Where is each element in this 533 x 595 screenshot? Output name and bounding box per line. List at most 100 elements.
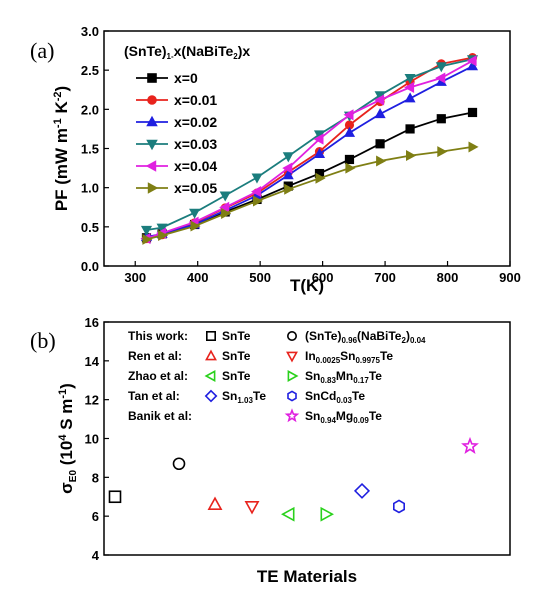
data-point-x=0.05 — [221, 207, 232, 220]
data-point-x=0.05 — [376, 155, 387, 167]
y-tick-label: 8 — [92, 470, 99, 485]
scatter-point-hexagon — [392, 499, 406, 514]
series-line-x=0.05 — [146, 146, 473, 241]
data-point-x=0.04 — [404, 81, 415, 93]
legend-author: Banik et al: — [128, 409, 192, 423]
x-tick-label: 400 — [187, 270, 209, 285]
data-point-x=0.05 — [405, 150, 417, 162]
data-point-x=0.04 — [343, 109, 354, 121]
data-point-x=0.02 — [343, 126, 356, 137]
panel-label-b: (b) — [30, 328, 56, 353]
plot-b: 4 6 8 10 12 14 16 TE Materials σE0 (104 S m-1) Th… — [57, 315, 511, 586]
legend-marker-x=0.04 — [145, 160, 157, 172]
x-tick-label: 600 — [312, 270, 334, 285]
series-line-x=0.04 — [146, 60, 473, 240]
series-line-x=0.03 — [146, 58, 473, 231]
legend-label-x=0: x=0 — [174, 70, 198, 86]
y-tick-label: 16 — [85, 315, 99, 330]
data-point-x=0.04 — [251, 186, 262, 198]
legend-marker-x=0 — [147, 73, 157, 83]
y-tick-label: 2.0 — [81, 102, 99, 117]
data-point-x=0.05 — [468, 141, 479, 153]
y-tick-label: 10 — [85, 432, 99, 447]
legend-label-x=0.03: x=0.03 — [174, 136, 217, 152]
data-point-x=0.05 — [190, 220, 201, 232]
data-point-x=0.04 — [466, 55, 477, 67]
scatter-point-star — [461, 436, 479, 454]
y-tick-label: 6 — [92, 509, 99, 524]
y-tick-label: 1.0 — [81, 181, 99, 196]
y-tick-label: 1.5 — [81, 142, 99, 157]
y-tick-label: 3.0 — [81, 24, 99, 39]
legend-label-x=0.04: x=0.04 — [174, 158, 217, 174]
data-point-x=0.05 — [253, 195, 264, 207]
legend-author: This work: — [128, 329, 188, 343]
panel-label-a: (a) — [30, 38, 54, 63]
legend-item-label: SnTe — [222, 369, 251, 383]
data-point-x=0.02 — [313, 147, 326, 158]
legend-title: (SnTe)1-x(NaBiTe2)x — [124, 43, 250, 61]
data-point-x=0.02 — [374, 108, 386, 119]
legend-marker-triangle-left — [204, 370, 216, 382]
data-point-x=0 — [344, 154, 355, 165]
data-point-x=0 — [436, 114, 446, 124]
data-point-x=0.03 — [189, 208, 201, 219]
series-line-x=0.02 — [146, 65, 473, 238]
legend-marker-x=0.02 — [146, 115, 158, 127]
legend-marker-circle — [286, 330, 297, 341]
legend-item-label: SnCd0.03Te — [305, 389, 365, 405]
x-axis-title: T(K) — [290, 276, 324, 295]
data-point-x=0.03 — [282, 152, 294, 163]
legend-item-label: SnTe — [222, 349, 251, 363]
data-point-x=0.04 — [313, 133, 324, 145]
scatter-point-circle — [172, 457, 186, 471]
y-axis-title: PF (mW m-1 K-2) — [52, 86, 71, 211]
data-point-x=0.05 — [437, 146, 448, 158]
data-point-x=0.05 — [345, 162, 356, 174]
y-tick-label: 0.5 — [81, 220, 99, 235]
legend-author: Tan et al: — [128, 389, 180, 403]
data-point-x=0.05 — [142, 233, 153, 245]
plot-a: 300 400 500 600 700 800 900 0.0 0.5 1.0 1.5 2.0 2.5 3… — [52, 24, 521, 295]
data-point-x=0.05 — [158, 229, 169, 241]
data-point-x=0 — [467, 107, 478, 118]
scatter-point-triangle-left — [281, 506, 295, 522]
data-point-x=0.04 — [435, 72, 446, 84]
legend-marker-triangle-right — [287, 370, 299, 382]
data-point-x=0.05 — [315, 172, 326, 184]
x-tick-label: 300 — [124, 270, 146, 285]
legend-label-x=0.01: x=0.01 — [174, 92, 217, 108]
legend-label-x=0.05: x=0.05 — [174, 180, 217, 196]
x-axis-title: TE Materials — [257, 567, 357, 586]
legend-item-label: Sn0.94Mg0.09Te — [305, 409, 382, 425]
data-point-x=0.03 — [140, 225, 153, 236]
x-tick-label: 800 — [437, 270, 459, 285]
legend-marker-triangle-up — [205, 349, 217, 361]
data-point-x=0.03 — [156, 223, 168, 234]
legend-marker-square — [206, 330, 217, 341]
data-point-x=0.03 — [404, 74, 416, 85]
legend-marker-x=0.05 — [147, 182, 159, 194]
scatter-point-diamond — [353, 482, 371, 499]
data-point-x=0.02 — [466, 60, 479, 71]
legend-marker-hexagon — [287, 390, 297, 402]
legend-marker-star — [284, 408, 300, 423]
legend-item-label: Sn1.03Te — [222, 389, 266, 405]
y-tick-label: 14 — [85, 354, 100, 369]
legend-label-x=0.02: x=0.02 — [174, 114, 217, 130]
data-point-x=0.05 — [284, 183, 295, 195]
data-point-x=0 — [405, 124, 415, 134]
y-tick-label: 12 — [85, 393, 99, 408]
legend-item-label: Sn0.83Mn0.17Te — [305, 369, 382, 385]
x-tick-label: 500 — [249, 270, 271, 285]
x-tick-label: 900 — [499, 270, 521, 285]
data-point-x=0.02 — [404, 92, 416, 103]
data-point-x=0.04 — [219, 201, 230, 213]
data-point-x=0.02 — [282, 169, 294, 180]
legend-item-label: SnTe — [222, 329, 251, 343]
legend-marker-x=0.03 — [146, 139, 158, 151]
x-tick-label: 700 — [374, 270, 396, 285]
legend-author: Ren et al: — [128, 349, 182, 363]
data-point-x=0.03 — [219, 191, 231, 202]
